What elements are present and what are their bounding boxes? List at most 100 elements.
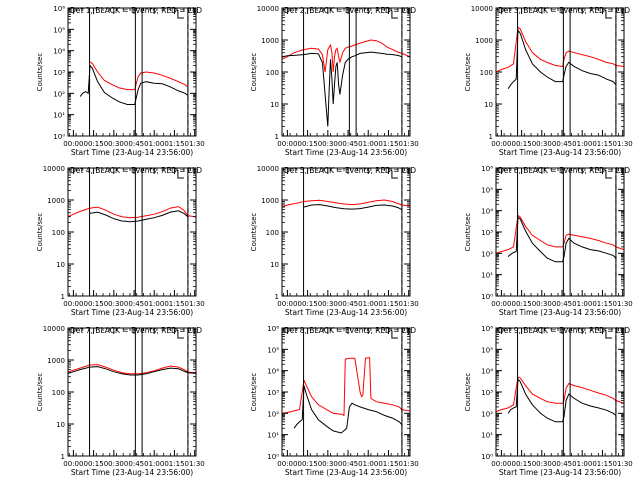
y-axis-label: Counts/sec <box>250 213 258 252</box>
chart-panel-9: 10⁰ 10¹ 10² 10³ 10⁴ 10⁵ 10⁶ 00:00 00:15 00:30 00:4… <box>464 325 633 477</box>
x-tick-label: 00:30 <box>318 300 338 308</box>
chart-panel-5: 1 10 100 1000 10000 00:00 00:15 00:30 00:45 01:00… <box>250 165 419 317</box>
plot-area <box>496 8 624 136</box>
y-tick-label: 10⁴ <box>481 208 493 216</box>
y-tick-label: 10⁵ <box>481 186 493 194</box>
x-axis-label: Start Time (23-Aug-14 23:56:00) <box>499 308 621 317</box>
y-tick-label: 100 <box>480 69 493 77</box>
axes-frame <box>67 7 197 137</box>
y-tick-label: 10000 <box>43 165 65 173</box>
y-axis-label: Counts/sec <box>250 373 258 412</box>
y-tick-label: 10000 <box>43 325 65 333</box>
corner-bracket-mark <box>391 330 398 339</box>
x-tick-label: 00:15 <box>84 300 104 308</box>
x-tick-label: 01:15 <box>164 460 184 468</box>
chart-title: Det 4, BLACK = Events, RED = LLD <box>70 166 202 175</box>
plot-area <box>282 328 410 456</box>
x-tick-label: 00:30 <box>318 140 338 148</box>
series-line-black <box>282 51 402 127</box>
plot-area <box>282 168 410 296</box>
chart-panel-2: 1 10 100 1000 10000 00:00 00:15 00:30 00:45 01:00… <box>250 5 419 157</box>
series-line-black <box>507 377 617 423</box>
chart-title: Det 8, BLACK = Events, RED = LLD <box>284 326 416 335</box>
y-tick-label: 1000 <box>261 37 279 45</box>
x-tick-label: 00:30 <box>318 460 338 468</box>
corner-bracket-mark <box>177 170 184 179</box>
x-tick-label: 00:45 <box>552 300 572 308</box>
x-tick-label: 01:00 <box>144 460 164 468</box>
plot-area <box>496 328 624 456</box>
x-tick-label: 01:30 <box>399 300 419 308</box>
chart-title: Det 3, BLACK = Events, RED = LLD <box>498 6 630 15</box>
axes-frame <box>67 327 197 457</box>
y-tick-label: 1000 <box>475 37 493 45</box>
chart-title: Det 7, BLACK = Events, RED = LLD <box>70 326 202 335</box>
x-tick-label: 01:30 <box>613 300 633 308</box>
corner-bracket-mark <box>177 330 184 339</box>
y-tick-label: 100 <box>266 229 279 237</box>
y-axis-label: Counts/sec <box>36 53 44 92</box>
chart-title: Det 9, BLACK = Events, RED = LLD <box>498 326 630 335</box>
x-tick-label: 00:00 <box>491 140 511 148</box>
y-tick-label: 10¹ <box>481 432 493 440</box>
x-tick-label: 01:30 <box>399 140 419 148</box>
series-line-red <box>282 199 410 208</box>
x-tick-label: 00:00 <box>277 460 297 468</box>
plot-area <box>79 8 189 136</box>
x-tick-label: 01:00 <box>572 300 592 308</box>
axes-frame <box>67 167 197 297</box>
y-tick-label: 10³ <box>481 229 493 237</box>
x-tick-label: 00:30 <box>104 300 124 308</box>
series-line-red <box>89 61 189 91</box>
x-axis-label: Start Time (23-Aug-14 23:56:00) <box>285 148 407 157</box>
corner-bracket-mark <box>605 10 612 19</box>
axes-frame <box>281 167 411 297</box>
series-line-black <box>293 385 403 434</box>
y-tick-label: 10² <box>481 250 493 258</box>
x-tick-label: 01:30 <box>185 140 205 148</box>
chart-panel-3: 1 10 100 1000 10000 00:00 00:15 00:30 00:45 01:00… <box>464 5 633 157</box>
chart-title: Det 6, BLACK = Events, RED = LLD <box>498 166 630 175</box>
x-tick-label: 00:45 <box>124 140 144 148</box>
chart-panel-7: 1 10 100 1000 10000 00:00 00:15 00:30 00:45 01:00… <box>36 325 205 477</box>
x-tick-label: 00:45 <box>338 300 358 308</box>
y-tick-label: 10⁵ <box>267 346 279 354</box>
series-line-red <box>496 214 624 254</box>
y-tick-label: 10 <box>56 421 65 429</box>
x-tick-label: 00:00 <box>63 300 83 308</box>
y-axis-label: Counts/sec <box>464 213 472 252</box>
y-tick-label: 1000 <box>261 197 279 205</box>
axes-frame <box>281 7 411 137</box>
x-axis-label: Start Time (23-Aug-14 23:56:00) <box>71 148 193 157</box>
x-tick-label: 01:30 <box>399 460 419 468</box>
x-tick-label: 00:45 <box>338 140 358 148</box>
x-axis-label: Start Time (23-Aug-14 23:56:00) <box>285 468 407 477</box>
chart-panel-8: 10⁰ 10¹ 10² 10³ 10⁴ 10⁵ 10⁶ 00:00 00:15 00:30 00:4… <box>250 325 419 477</box>
series-line-black <box>89 210 189 223</box>
x-tick-label: 00:15 <box>512 140 532 148</box>
y-tick-label: 10 <box>56 261 65 269</box>
y-axis-label: Counts/sec <box>464 373 472 412</box>
chart-title: Det 1, BLACK = Events, RED = LLD <box>70 6 202 15</box>
x-tick-label: 00:00 <box>491 300 511 308</box>
x-tick-label: 01:30 <box>613 140 633 148</box>
y-tick-label: 10⁰ <box>267 453 279 461</box>
y-tick-label: 10 <box>270 101 279 109</box>
x-tick-label: 01:15 <box>164 140 184 148</box>
x-tick-label: 00:00 <box>63 140 83 148</box>
y-tick-label: 10⁰ <box>481 453 493 461</box>
y-tick-label: 10⁵ <box>53 26 65 34</box>
y-tick-label: 1 <box>275 293 279 301</box>
y-tick-label: 10 <box>484 101 493 109</box>
x-tick-label: 01:00 <box>358 300 378 308</box>
chart-panel-6: 10⁰ 10¹ 10² 10³ 10⁴ 10⁵ 10⁶ 00:00 00:15 00:30 00:4… <box>464 165 633 317</box>
chart-panel-1: 10⁰ 10¹ 10² 10³ 10⁴ 10⁵ 10⁶ 00:00 00:15 00:30 00:4… <box>36 5 205 157</box>
x-tick-label: 01:00 <box>358 140 378 148</box>
x-tick-label: 00:45 <box>552 140 572 148</box>
x-tick-label: 00:30 <box>532 140 552 148</box>
x-tick-label: 00:15 <box>84 460 104 468</box>
plot-area <box>496 168 624 296</box>
y-tick-label: 1 <box>275 133 279 141</box>
plot-area <box>68 168 196 296</box>
x-tick-label: 01:15 <box>378 140 398 148</box>
